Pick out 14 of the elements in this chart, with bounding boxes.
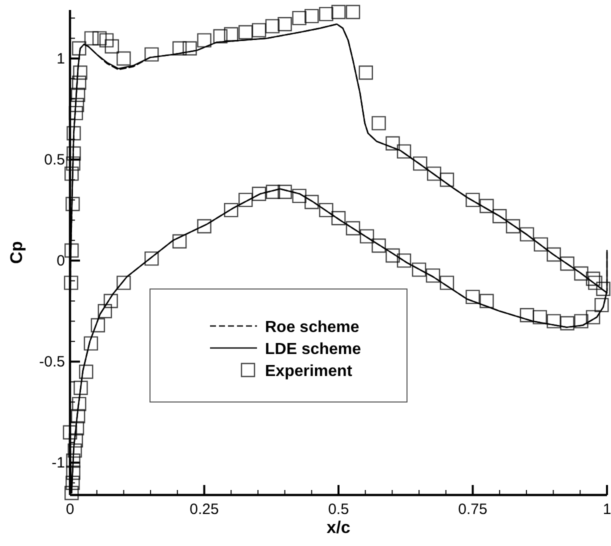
y-tick-label: 0.5 <box>44 152 65 169</box>
x-tick-label: 0.25 <box>190 501 219 518</box>
legend-label: Roe scheme <box>265 319 360 336</box>
legend-label: LDE scheme <box>265 341 362 358</box>
y-tick-label: -0.5 <box>39 354 65 371</box>
x-tick-label: 1 <box>602 501 611 518</box>
x-axis-title: x/c <box>326 518 350 537</box>
legend-label: Experiment <box>265 363 353 380</box>
y-tick-label: 0 <box>56 252 65 270</box>
y-tick-label: -1 <box>52 454 65 472</box>
x-tick-label: 0.5 <box>328 501 349 518</box>
x-tick-label: 0.75 <box>458 501 488 518</box>
y-tick-label: 1 <box>56 50 65 68</box>
y-axis-title: Cp <box>7 241 26 264</box>
